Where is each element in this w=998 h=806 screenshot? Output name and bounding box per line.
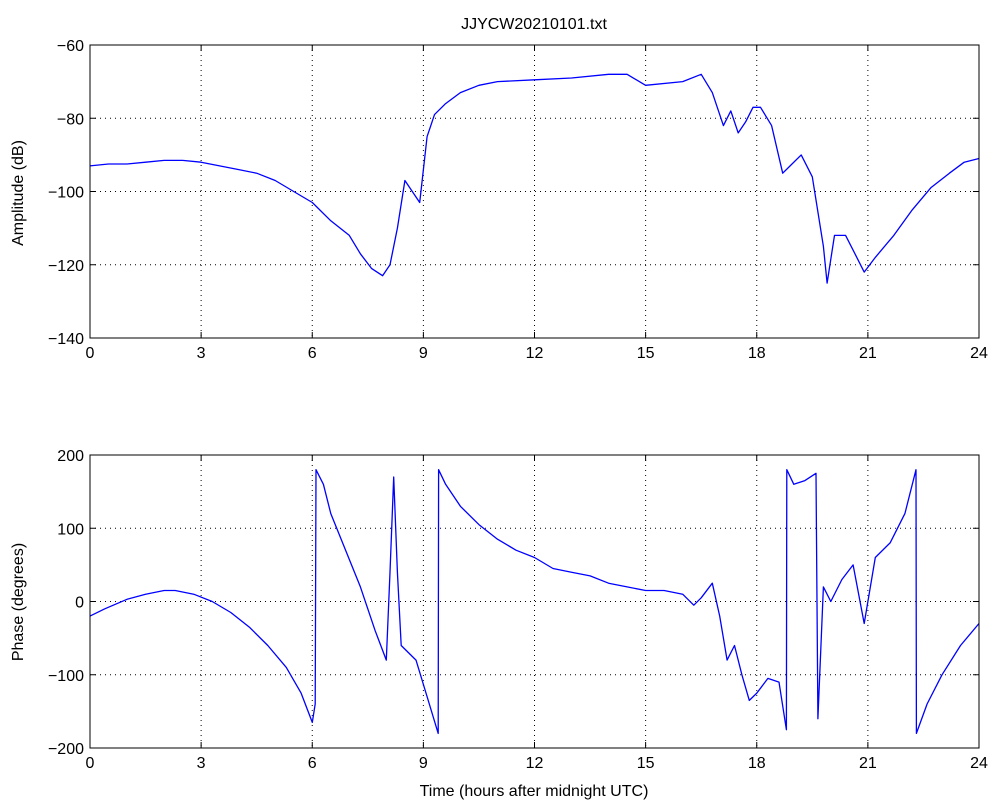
phase-x-tick-label: 24 xyxy=(970,755,988,772)
phase-y-tick-label: −100 xyxy=(48,668,84,685)
phase-y-tick-label: 0 xyxy=(75,595,84,612)
amplitude-x-tick-label: 0 xyxy=(86,345,95,362)
amplitude-y-tick-label: −80 xyxy=(57,111,84,128)
chart-title: JJYCW20210101.txt xyxy=(461,16,607,33)
amplitude-x-tick-label: 12 xyxy=(526,345,544,362)
amplitude-x-tick-label: 6 xyxy=(308,345,317,362)
amplitude-x-tick-label: 3 xyxy=(197,345,206,362)
phase-y-tick-label: −200 xyxy=(48,741,84,758)
phase-plot: 0 3 6 9 12 15 18 21 24 200 100 0 −100 −200 xyxy=(48,448,988,772)
x-axis-label: Time (hours after midnight UTC) xyxy=(420,783,649,800)
amplitude-y-tick-label: −60 xyxy=(57,38,84,55)
phase-y-tick-label: 100 xyxy=(57,521,84,538)
amplitude-x-tick-label: 18 xyxy=(748,345,766,362)
phase-x-tick-label: 18 xyxy=(748,755,766,772)
amplitude-series-line xyxy=(89,73,980,284)
amplitude-x-tick-label: 9 xyxy=(419,345,428,362)
amplitude-x-tick-label: 21 xyxy=(859,345,877,362)
phase-y-tick-label: 200 xyxy=(57,448,84,465)
amplitude-y-tick-label: −100 xyxy=(48,185,84,202)
phase-x-tick-label: 3 xyxy=(197,755,206,772)
phase-x-tick-label: 0 xyxy=(86,755,95,772)
amplitude-y-tick-label: −120 xyxy=(48,258,84,275)
amplitude-y-axis-label: Amplitude (dB) xyxy=(10,140,27,246)
phase-x-tick-label: 9 xyxy=(419,755,428,772)
amplitude-x-tick-label: 15 xyxy=(637,345,655,362)
phase-y-axis-label: Phase (degrees) xyxy=(10,543,27,661)
phase-series-line xyxy=(89,469,980,735)
amplitude-y-tick-label: −140 xyxy=(48,331,84,348)
phase-x-tick-label: 12 xyxy=(526,755,544,772)
phase-x-tick-label: 15 xyxy=(637,755,655,772)
amplitude-x-tick-label: 24 xyxy=(970,345,988,362)
phase-x-tick-label: 6 xyxy=(308,755,317,772)
amplitude-plot: 0 3 6 9 12 15 18 21 24 −60 −80 −100 −120 −140 xyxy=(48,38,988,362)
phase-x-tick-label: 21 xyxy=(859,755,877,772)
